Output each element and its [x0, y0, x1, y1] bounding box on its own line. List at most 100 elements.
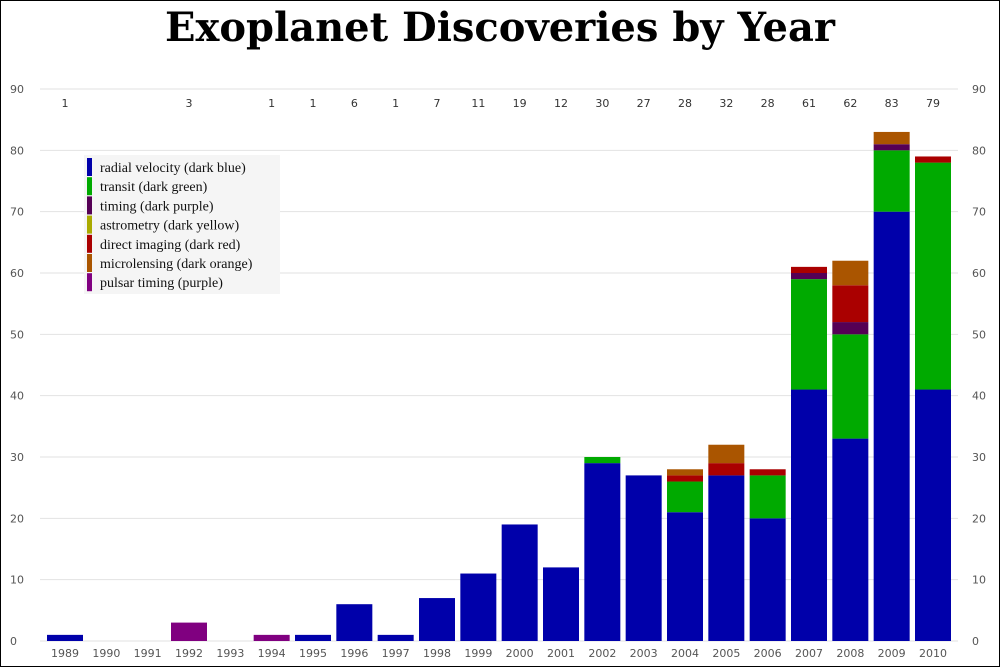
- x-tick-label: 2010: [919, 647, 947, 660]
- total-label: 1: [62, 97, 69, 110]
- legend-swatch: [87, 234, 92, 253]
- y-tick-right: 0: [972, 635, 979, 648]
- x-tick-label: 1989: [51, 647, 79, 660]
- y-tick-right: 40: [972, 390, 986, 403]
- total-label: 61: [802, 97, 816, 110]
- y-tick-left: 90: [10, 83, 24, 96]
- x-tick-label: 1992: [175, 647, 203, 660]
- total-label: 32: [719, 97, 733, 110]
- x-tick-label: 1990: [92, 647, 120, 660]
- bar-segment: [915, 389, 951, 641]
- legend-swatch: [87, 196, 92, 215]
- bar-segment: [873, 211, 910, 641]
- y-tick-left: 40: [10, 390, 24, 403]
- legend-label: direct imaging (dark red): [100, 238, 241, 253]
- legend-swatch: [87, 273, 92, 292]
- total-label: 19: [513, 97, 527, 110]
- y-tick-right: 70: [972, 206, 986, 219]
- bar-segment: [832, 260, 869, 286]
- x-tick-label: 1995: [299, 647, 327, 660]
- total-label: 27: [637, 97, 651, 110]
- bar-segment: [708, 463, 745, 476]
- total-label: 79: [926, 97, 940, 110]
- bar-segment: [832, 438, 869, 641]
- x-tick-label: 1997: [382, 647, 410, 660]
- bar-segment: [377, 634, 414, 641]
- bar-segment: [791, 389, 827, 641]
- y-tick-left: 20: [10, 512, 24, 525]
- legend-box: [84, 155, 280, 294]
- x-tick-label: 2008: [836, 647, 864, 660]
- bar-segment: [171, 622, 207, 641]
- bar-segment: [667, 469, 703, 476]
- y-tick-right: 20: [972, 512, 986, 525]
- total-label: 3: [186, 97, 193, 110]
- x-tick-label: 2003: [630, 647, 658, 660]
- y-tick-left: 70: [10, 206, 24, 219]
- total-label: 1: [310, 97, 317, 110]
- bar-segment: [460, 573, 497, 641]
- bar-segment: [873, 144, 910, 151]
- y-tick-left: 80: [10, 144, 24, 157]
- bar-segment: [667, 481, 703, 513]
- y-tick-right: 60: [972, 267, 986, 280]
- bar-segment: [47, 634, 83, 641]
- y-tick-left: 10: [10, 574, 24, 587]
- x-tick-label: 2007: [795, 647, 823, 660]
- y-tick-right: 90: [972, 83, 986, 96]
- bar-segment: [667, 475, 703, 482]
- bar-segment: [667, 512, 703, 641]
- chart-title: Exoplanet Discoveries by Year: [165, 4, 835, 51]
- legend-label: astrometry (dark yellow): [100, 219, 240, 234]
- legend-swatch: [87, 254, 92, 272]
- bar-segment: [791, 279, 827, 390]
- bar-segment: [749, 518, 786, 641]
- x-tick-label: 1991: [134, 647, 162, 660]
- bar-segment: [873, 131, 910, 145]
- bar-segment: [832, 334, 869, 439]
- bar-segment: [543, 567, 579, 641]
- total-label: 83: [885, 97, 899, 110]
- bar-segment: [791, 273, 827, 280]
- bar-segment: [791, 266, 827, 273]
- x-tick-label: 2001: [547, 647, 575, 660]
- legend-swatch: [87, 158, 92, 176]
- total-label: 1: [392, 97, 399, 110]
- y-tick-left: 0: [10, 635, 17, 648]
- y-tick-left: 60: [10, 267, 24, 280]
- legend-label: radial velocity (dark blue): [100, 161, 246, 176]
- legend-label: pulsar timing (purple): [100, 276, 223, 291]
- total-label: 28: [678, 97, 692, 110]
- legend-swatch: [87, 215, 92, 234]
- bar-segment: [915, 156, 951, 163]
- bar-segment: [253, 634, 290, 641]
- legend-label: microlensing (dark orange): [100, 257, 253, 272]
- y-tick-right: 50: [972, 328, 986, 341]
- total-label: 7: [434, 97, 441, 110]
- total-label: 12: [554, 97, 568, 110]
- bar-segment: [295, 634, 331, 641]
- legend-label: transit (dark green): [100, 180, 208, 195]
- y-tick-right: 30: [972, 451, 986, 464]
- total-label: 1: [268, 97, 275, 110]
- bar-segment: [584, 457, 621, 464]
- x-tick-label: 2006: [754, 647, 782, 660]
- x-tick-label: 2004: [671, 647, 699, 660]
- total-label: 6: [351, 97, 358, 110]
- total-label: 30: [595, 97, 609, 110]
- x-tick-label: 1999: [464, 647, 492, 660]
- x-tick-label: 2000: [506, 647, 534, 660]
- x-tick-label: 1994: [258, 647, 286, 660]
- x-tick-label: 2002: [588, 647, 616, 660]
- x-tick-label: 1998: [423, 647, 451, 660]
- total-label: 28: [761, 97, 775, 110]
- bar-segment: [749, 475, 786, 519]
- total-label: 62: [843, 97, 857, 110]
- bar-segment: [708, 444, 745, 464]
- y-tick-right: 80: [972, 144, 986, 157]
- bar-segment: [915, 162, 951, 390]
- total-label: 11: [471, 97, 485, 110]
- bar-segment: [749, 469, 786, 476]
- bar-segment: [832, 322, 869, 335]
